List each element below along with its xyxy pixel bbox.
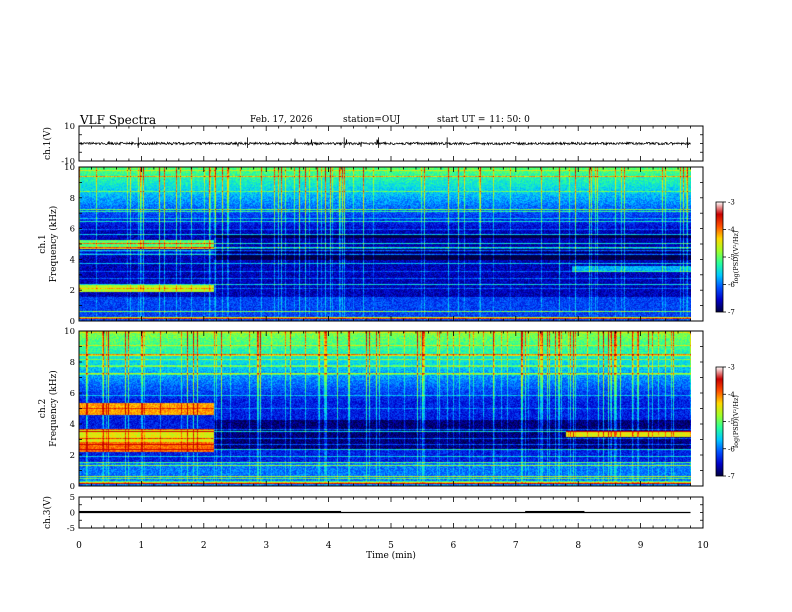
x-tick-label: 8 xyxy=(575,541,581,551)
x-tick-label: 10 xyxy=(697,541,709,551)
y-tick-label: 0 xyxy=(70,317,75,327)
chart-title: VLF Spectra xyxy=(80,113,157,127)
y-tick-label: 5 xyxy=(70,493,75,503)
y-tick-label: 10 xyxy=(64,163,75,173)
colorbar-tick-label: -7 xyxy=(728,473,735,481)
y-axis-label: ch.2 xyxy=(38,399,48,418)
colorbar-tick-label: -3 xyxy=(728,199,735,207)
date-label: Feb. 17, 2026 xyxy=(250,115,313,125)
x-tick-label: 0 xyxy=(76,541,82,551)
colorbar-tick-label: -6 xyxy=(728,445,735,453)
ch1-colorbar: -3 -4 -5 -6 -7 log(PSD)(V²/Hz) xyxy=(715,199,740,317)
x-tick-label: 4 xyxy=(326,541,332,551)
y-tick-label: 6 xyxy=(70,225,75,235)
y-tick-label: 6 xyxy=(70,389,75,399)
y-tick-label: 4 xyxy=(70,255,75,265)
y-tick-label: 0 xyxy=(70,509,75,519)
colorbar-label: log(PSD)(V²/Hz) xyxy=(732,230,740,283)
ch3-panel: 5 0 -5 ch.3(V) xyxy=(42,493,704,534)
y-tick-label: 2 xyxy=(70,451,75,461)
y-tick-label: 10 xyxy=(64,327,75,337)
ch2-colorbar: -3 -4 -5 -6 -7 log(PSD)(V²/Hz) xyxy=(715,364,740,481)
colorbar-tick-label: -3 xyxy=(728,364,735,372)
ch1-spectrogram-image xyxy=(79,167,691,321)
y-tick-label: 0 xyxy=(70,482,75,492)
panel-frame xyxy=(78,166,704,322)
x-tick-label: 2 xyxy=(201,541,207,551)
start-time-value: 11: 50: 0 xyxy=(489,115,530,125)
ch1-spectrogram-panel: 0 2 4 6 8 10 ch.1 Frequency (kHz) xyxy=(38,163,704,327)
ch1-trace xyxy=(78,138,691,147)
x-tick-label: 7 xyxy=(513,541,519,551)
y-axis-label: Frequency (kHz) xyxy=(48,206,59,283)
ch3-high-segment xyxy=(525,510,585,513)
colorbar-tick-label: -7 xyxy=(728,309,735,317)
x-tick-label: 1 xyxy=(139,541,145,551)
start-time: start UT = 11: 50: 0 xyxy=(437,115,534,125)
y-tick-label: 8 xyxy=(70,194,75,204)
colorbar-tick-label: -5 xyxy=(728,254,735,262)
x-axis-label: Time (min) xyxy=(366,550,416,561)
ch3-high-segment xyxy=(79,510,342,513)
colorbar-scale xyxy=(715,201,724,313)
colorbar-tick-label: -4 xyxy=(728,391,735,399)
y-axis-label: ch.1 xyxy=(38,234,48,253)
colorbar-tick-label: -4 xyxy=(728,226,735,234)
x-tick-label: 5 xyxy=(388,541,394,551)
y-tick-label: 10 xyxy=(64,122,75,132)
x-tick-label: 9 xyxy=(638,541,644,551)
y-tick-label: 2 xyxy=(70,286,75,296)
y-axis-label: ch.1(V) xyxy=(42,127,53,160)
panel-frame xyxy=(78,125,704,162)
panel-frame xyxy=(78,330,704,487)
y-tick-label: -5 xyxy=(67,524,75,534)
colorbar-tick-label: -6 xyxy=(728,281,735,289)
colorbar-label: log(PSD)(V²/Hz) xyxy=(732,395,740,448)
y-tick-label: 4 xyxy=(70,420,75,430)
x-tick-label: 3 xyxy=(263,541,269,551)
colorbar-tick-label: -5 xyxy=(728,418,735,426)
ch1-waveform-panel: 10 -10 ch.1(V) xyxy=(42,122,704,167)
start-time-label: start UT = xyxy=(437,115,486,125)
station-label: station=OUJ xyxy=(343,115,401,125)
y-axis-label: ch.3(V) xyxy=(42,496,53,529)
y-axis-label: Frequency (kHz) xyxy=(48,370,59,447)
y-tick-label: 8 xyxy=(70,358,75,368)
x-tick-label: 6 xyxy=(451,541,457,551)
ch2-spectrogram-image xyxy=(79,331,691,486)
colorbar-scale xyxy=(715,366,724,477)
y-tick-label: -10 xyxy=(61,157,75,167)
ch2-spectrogram-panel: 0 2 4 6 8 10 ch.2 Frequency (kHz) xyxy=(38,327,704,492)
time-axis: 0 1 2 3 4 5 6 7 8 9 10 Time (min) xyxy=(76,541,709,561)
